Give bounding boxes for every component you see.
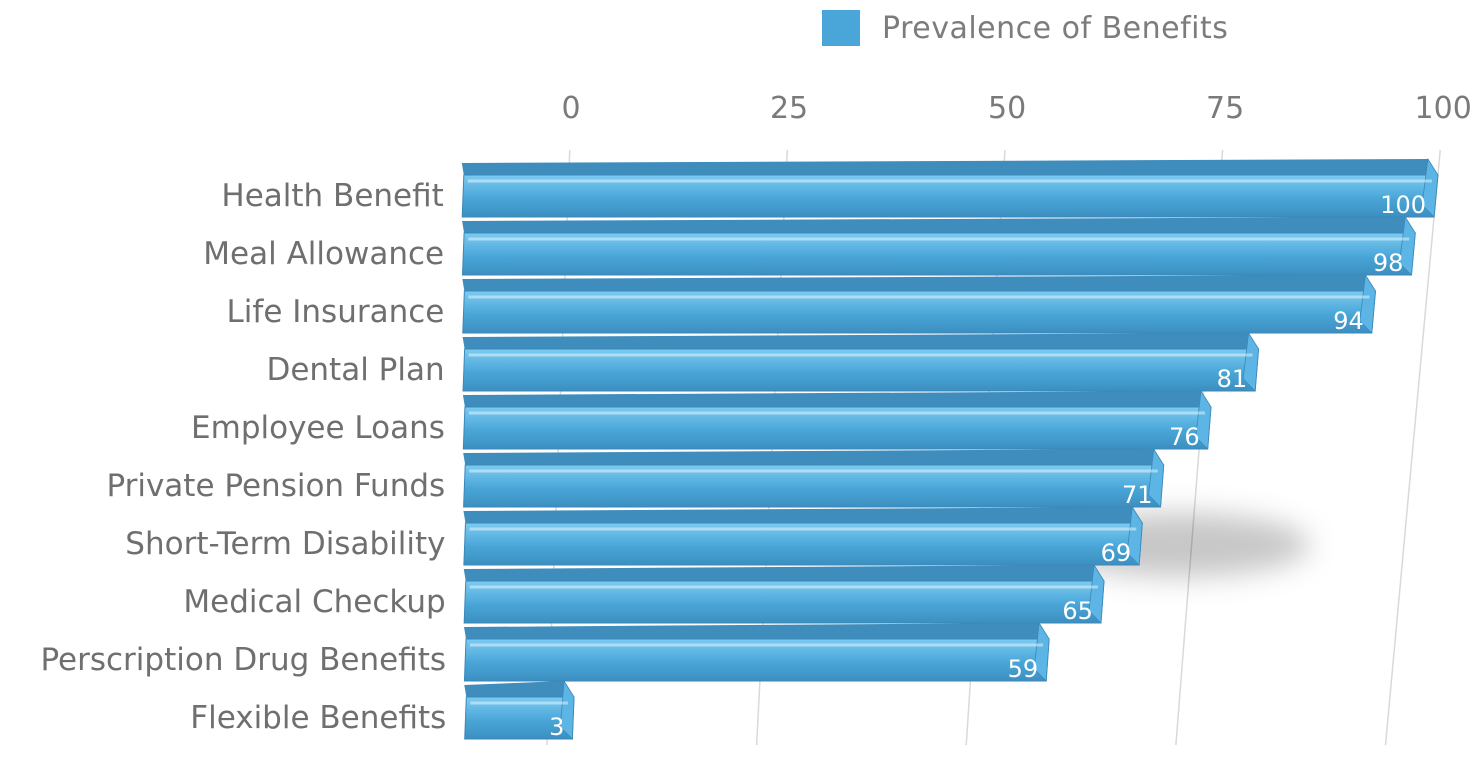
bar bbox=[461, 157, 1439, 218]
category-label: Medical Checkup bbox=[183, 584, 445, 620]
bar-end-cap bbox=[1088, 563, 1105, 624]
legend-label: Prevalence of Benefits bbox=[882, 10, 1229, 46]
bar bbox=[462, 331, 1260, 392]
data-label: 3 bbox=[549, 713, 564, 741]
bar-top-face bbox=[462, 333, 1259, 349]
category-label: Flexible Benefits bbox=[190, 700, 446, 736]
category-label: Life Insurance bbox=[227, 294, 445, 330]
bar-end-cap bbox=[1242, 331, 1259, 392]
category-label: Private Pension Funds bbox=[106, 468, 445, 504]
category-label: Employee Loans bbox=[191, 410, 445, 446]
data-label: 71 bbox=[1122, 481, 1153, 509]
tick-layer: 0 25 50 75 100 bbox=[561, 91, 1471, 126]
tick-label: 50 bbox=[988, 91, 1026, 126]
bar-top-face bbox=[464, 623, 1050, 639]
tick-label: 25 bbox=[770, 91, 808, 126]
bar-layer bbox=[461, 157, 1439, 740]
bar-end-cap bbox=[1195, 389, 1212, 450]
bar-end-cap bbox=[1033, 621, 1050, 682]
bar-end-cap bbox=[1126, 505, 1143, 566]
bar-top-face bbox=[463, 507, 1143, 523]
data-label: 59 bbox=[1008, 655, 1039, 683]
bar-top-face bbox=[463, 449, 1164, 465]
bar-top-face bbox=[462, 217, 1416, 233]
data-label: 81 bbox=[1217, 365, 1248, 393]
category-label: Short-Term Disability bbox=[125, 526, 445, 562]
category-label: Health Benefit bbox=[221, 178, 443, 214]
category-label: Perscription Drug Benefits bbox=[40, 642, 446, 678]
category-label: Dental Plan bbox=[266, 352, 444, 388]
bar-top-face bbox=[462, 275, 1376, 291]
bar-end-cap bbox=[1399, 215, 1416, 276]
bar bbox=[463, 621, 1050, 682]
bar-top-face bbox=[461, 159, 1438, 175]
tick-label: 75 bbox=[1206, 91, 1244, 126]
data-label: 94 bbox=[1333, 307, 1364, 335]
bar-end-cap bbox=[1421, 157, 1439, 218]
bar-top-face bbox=[463, 565, 1105, 581]
bar bbox=[463, 563, 1105, 624]
bar-end-cap bbox=[1148, 447, 1165, 508]
data-label: 76 bbox=[1169, 423, 1200, 451]
legend: Prevalence of Benefits bbox=[822, 8, 1228, 48]
bar bbox=[464, 679, 575, 740]
data-label: 100 bbox=[1380, 191, 1426, 219]
label-layer: 100 Health Benefit 98 Meal Allowance 94 Life … bbox=[40, 178, 1426, 741]
data-label: 69 bbox=[1101, 539, 1132, 567]
bar bbox=[462, 389, 1212, 450]
bar-top-face bbox=[462, 391, 1211, 407]
bar bbox=[463, 505, 1143, 566]
bar bbox=[463, 447, 1165, 508]
bar-end-cap bbox=[559, 679, 575, 740]
tick-label: 0 bbox=[561, 91, 580, 126]
gridline bbox=[1384, 149, 1441, 746]
bar bbox=[462, 273, 1377, 334]
tick-label: 100 bbox=[1415, 91, 1472, 126]
legend-swatch bbox=[822, 10, 860, 46]
bar-top-face bbox=[464, 681, 575, 697]
data-label: 98 bbox=[1373, 249, 1404, 277]
data-label: 65 bbox=[1062, 597, 1093, 625]
category-label: Meal Allowance bbox=[203, 236, 444, 272]
bar-end-cap bbox=[1359, 273, 1376, 334]
bar bbox=[461, 215, 1416, 276]
